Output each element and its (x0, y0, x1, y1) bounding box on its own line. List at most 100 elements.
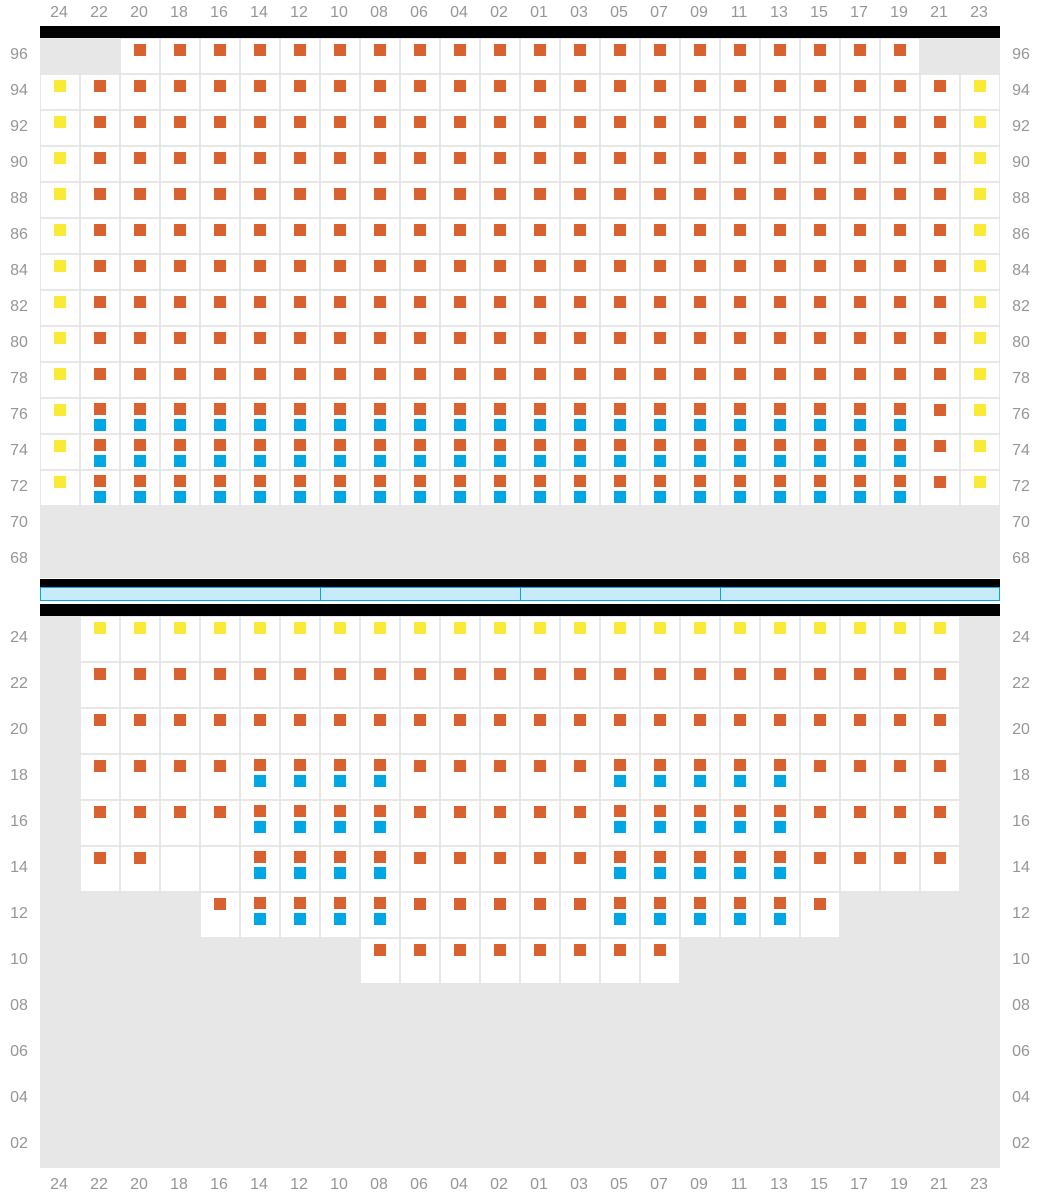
seat-icon (134, 296, 146, 308)
seat-icon (174, 668, 186, 680)
seat-cell (520, 542, 560, 578)
seat-icon (374, 368, 386, 380)
seat-icon (134, 332, 146, 344)
seat-icon (854, 475, 866, 487)
seat-icon (454, 332, 466, 344)
seat-icon (134, 439, 146, 451)
seat-icon (694, 805, 706, 817)
seat-cell (240, 1122, 280, 1168)
seat-icon (334, 805, 346, 817)
seat-icon (334, 668, 346, 680)
seat-icon (854, 296, 866, 308)
seat-icon (294, 439, 306, 451)
top-row-label-left: 76 (4, 406, 34, 424)
seat-icon (614, 332, 626, 344)
seat-icon (694, 897, 706, 909)
seat-icon (454, 152, 466, 164)
seat-icon (814, 898, 826, 910)
seat-icon (254, 455, 266, 467)
seat-icon (734, 260, 746, 272)
seat-icon (214, 44, 226, 56)
seat-icon (854, 760, 866, 772)
seat-icon (734, 668, 746, 680)
seat-icon (254, 419, 266, 431)
seat-icon (134, 80, 146, 92)
seat-icon (374, 668, 386, 680)
seat-cell (920, 892, 960, 938)
seat-icon (374, 714, 386, 726)
seat-icon (294, 475, 306, 487)
seat-icon (214, 760, 226, 772)
seat-icon (534, 760, 546, 772)
col-label-top: 18 (160, 4, 198, 22)
seat-cell (960, 506, 1000, 542)
seat-icon (854, 260, 866, 272)
seat-cell (320, 1030, 360, 1076)
seat-cell (960, 708, 1000, 754)
bottom-row-label-left: 16 (4, 813, 34, 831)
top-row-label-right: 70 (1006, 514, 1036, 532)
seat-icon (894, 332, 906, 344)
seat-icon (334, 44, 346, 56)
seat-cell (800, 506, 840, 542)
seat-icon (854, 116, 866, 128)
seat-icon (814, 152, 826, 164)
seat-icon (414, 116, 426, 128)
seat-cell (760, 1076, 800, 1122)
seat-icon (454, 419, 466, 431)
seat-icon (694, 867, 706, 879)
seat-icon (974, 80, 986, 92)
seat-icon (414, 80, 426, 92)
seat-cell (720, 1030, 760, 1076)
seat-cell[interactable] (200, 846, 240, 892)
seat-icon (534, 368, 546, 380)
seat-icon (694, 260, 706, 272)
seat-icon (174, 116, 186, 128)
seat-icon (614, 419, 626, 431)
seat-icon (974, 404, 986, 416)
seat-icon (694, 332, 706, 344)
seat-icon (774, 403, 786, 415)
seat-icon (654, 913, 666, 925)
seat-icon (534, 455, 546, 467)
seat-icon (254, 152, 266, 164)
seat-icon (334, 368, 346, 380)
seat-icon (614, 714, 626, 726)
seat-icon (734, 897, 746, 909)
seat-icon (334, 897, 346, 909)
seat-cell (640, 1122, 680, 1168)
seat-icon (134, 475, 146, 487)
seat-cell (320, 1122, 360, 1168)
seat-icon (294, 455, 306, 467)
top-row-label-left: 80 (4, 334, 34, 352)
seat-cell (600, 1030, 640, 1076)
seat-icon (214, 439, 226, 451)
seat-icon (894, 403, 906, 415)
seat-icon (774, 260, 786, 272)
bottom-row-label-right: 02 (1006, 1135, 1036, 1153)
seat-cell (80, 1076, 120, 1122)
seat-icon (894, 491, 906, 503)
seat-icon (774, 775, 786, 787)
seat-icon (94, 475, 106, 487)
top-row-label-left: 72 (4, 478, 34, 496)
seat-icon (534, 296, 546, 308)
seat-icon (254, 867, 266, 879)
seat-cell[interactable] (160, 846, 200, 892)
col-label-bottom: 04 (440, 1176, 478, 1194)
seat-icon (94, 760, 106, 772)
seat-icon (414, 368, 426, 380)
seat-cell (840, 938, 880, 984)
seat-icon (694, 44, 706, 56)
seat-icon (294, 419, 306, 431)
seat-icon (334, 403, 346, 415)
seat-cell (960, 542, 1000, 578)
seat-cell (800, 938, 840, 984)
seat-icon (494, 403, 506, 415)
seat-icon (734, 80, 746, 92)
bottom-row-label-right: 14 (1006, 859, 1036, 877)
seat-cell (80, 542, 120, 578)
seat-icon (974, 152, 986, 164)
seat-icon (774, 188, 786, 200)
seat-icon (734, 913, 746, 925)
